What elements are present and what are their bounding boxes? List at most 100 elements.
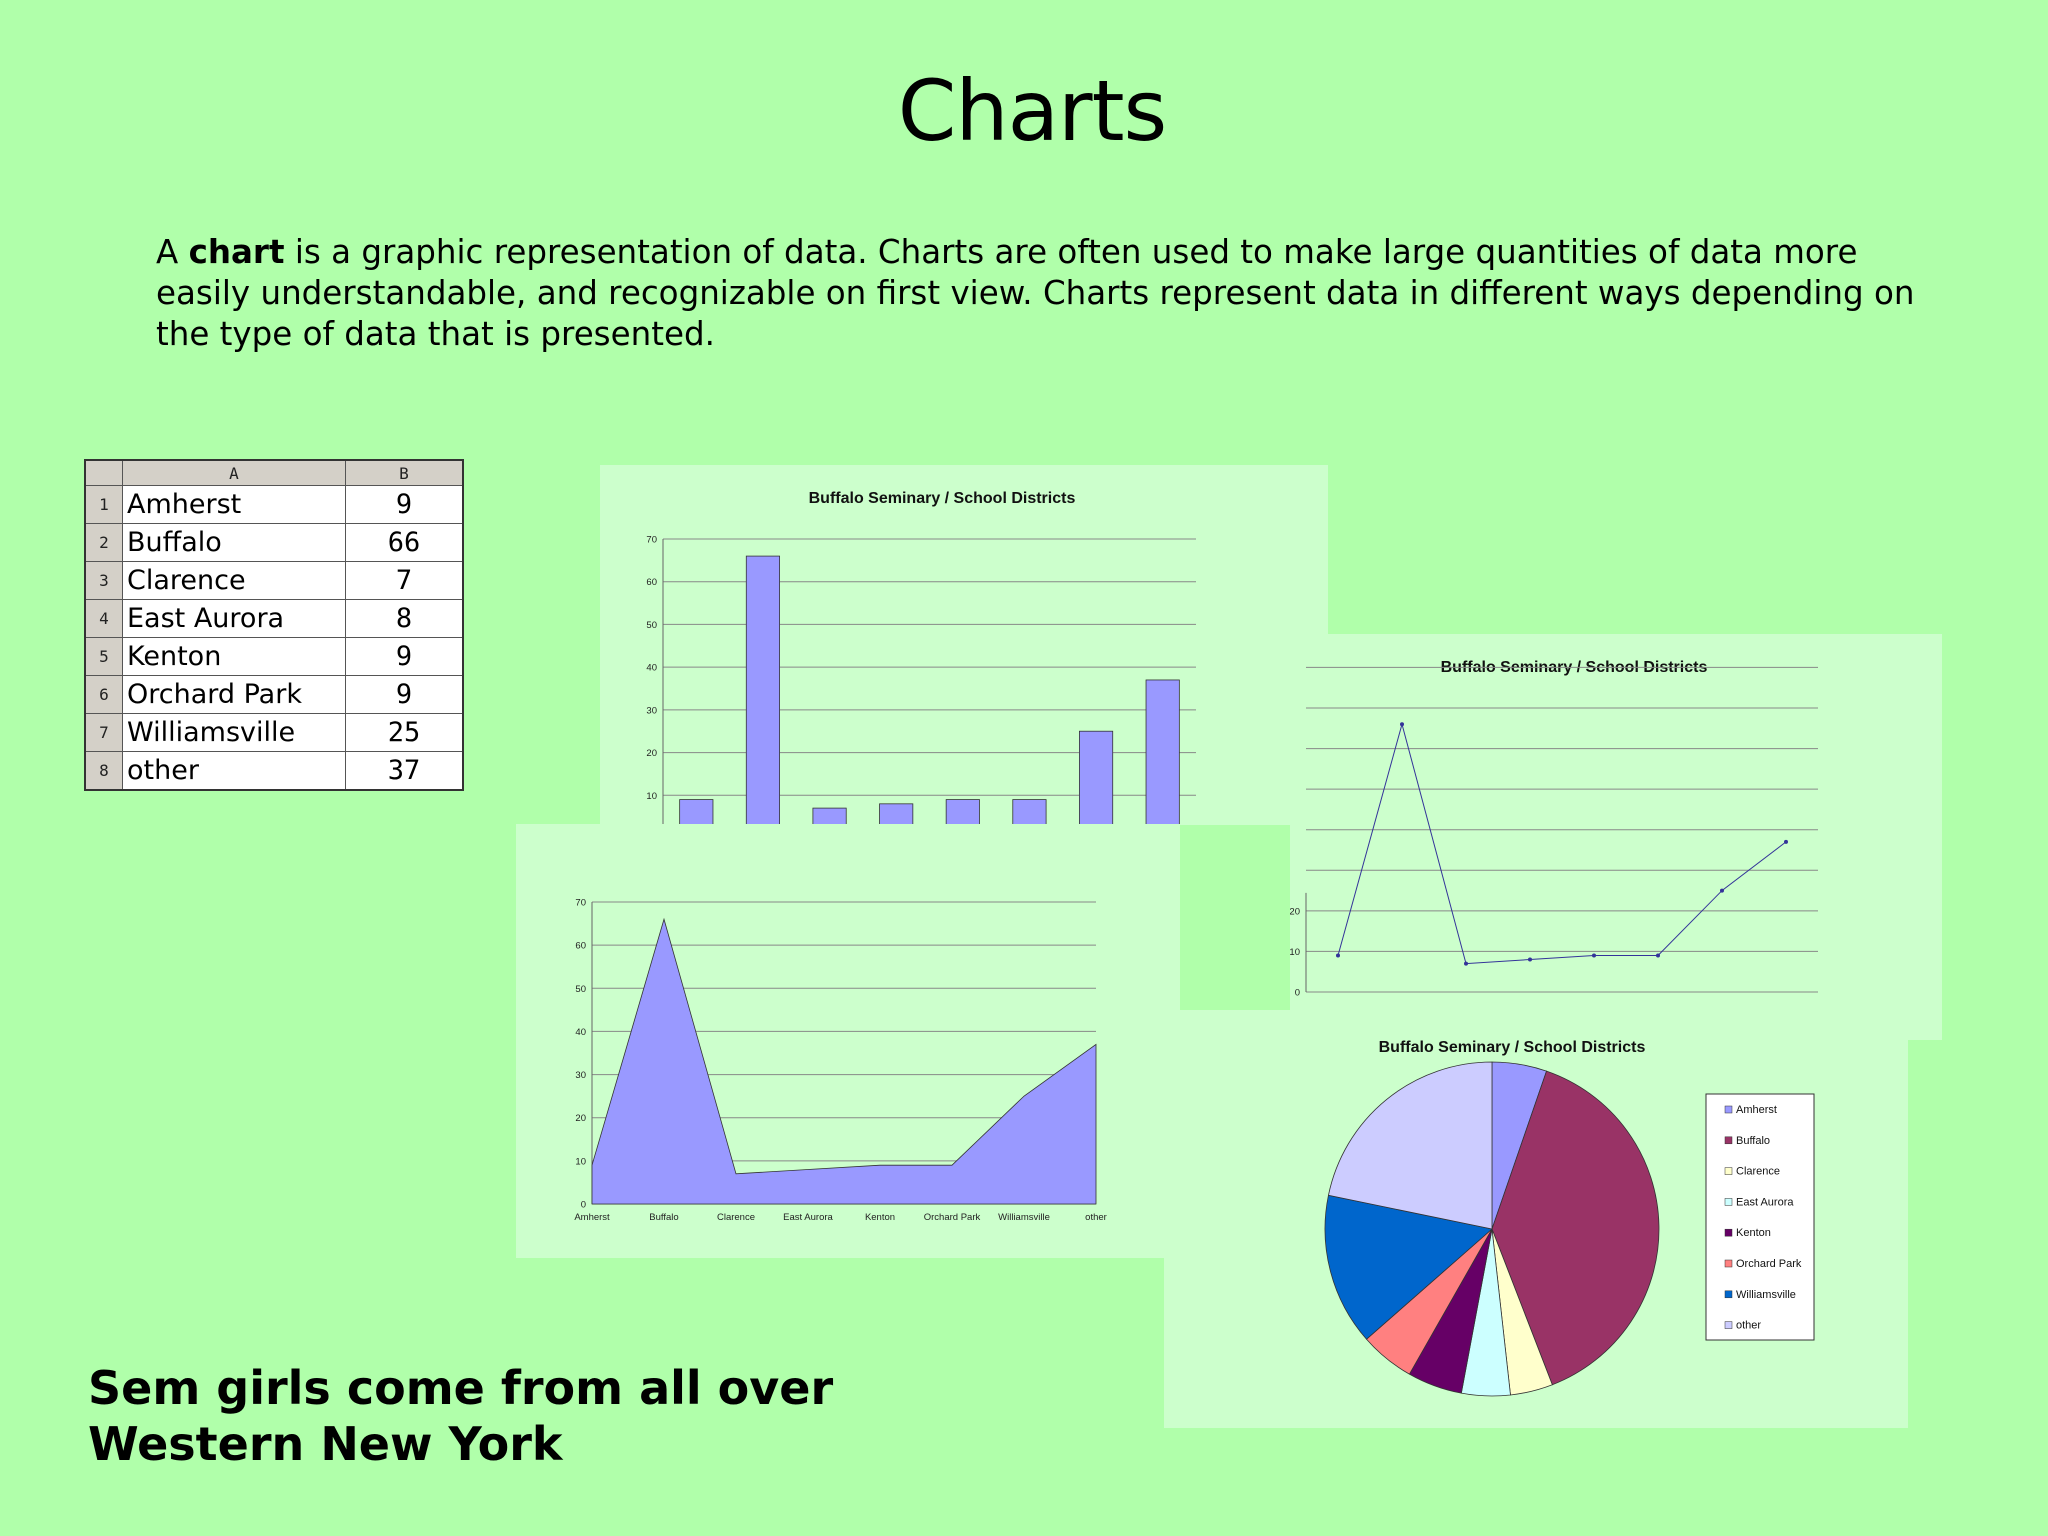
y-tick-label: 60: [646, 577, 657, 588]
intro-bold-term: chart: [188, 233, 285, 271]
y-tick-label: 20: [646, 748, 657, 759]
y-tick-label: 40: [575, 1027, 586, 1038]
y-tick-label: 30: [646, 705, 657, 716]
tagline: Sem girls come from all over Western New…: [88, 1361, 834, 1471]
y-tick-label: 10: [575, 1156, 586, 1167]
intro-paragraph: A chart is a graphic representation of d…: [156, 232, 1936, 355]
x-tick-label: Orchard Park: [924, 1212, 981, 1223]
x-tick-label: Williamsville: [998, 1212, 1050, 1223]
y-tick-label: 40: [646, 663, 657, 674]
legend-label: Orchard Park: [1736, 1258, 1802, 1270]
y-tick-label: 20: [1290, 906, 1300, 917]
line-chart-card: Buffalo Seminary / School Districts 0 10 2…: [1290, 634, 1942, 1040]
spreadsheet-row: 6 Orchard Park 9: [84, 675, 464, 714]
y-tick-label: 10: [646, 791, 657, 802]
area-chart: 0 10 20 30 40 50 60 70 Amherst Buffalo Clarence Eas…: [574, 898, 1107, 1224]
x-tick-label: East Aurora: [783, 1212, 833, 1223]
legend-label: Buffalo: [1736, 1135, 1770, 1147]
intro-prefix: A: [156, 233, 189, 271]
line-chart: Buffalo Seminary / School Districts 0102…: [1290, 659, 1818, 999]
y-tick-label: 0: [581, 1200, 586, 1211]
x-tick-label: Amherst: [574, 1212, 610, 1223]
legend-label: other: [1736, 1320, 1761, 1332]
y-tick-label: 70: [575, 898, 586, 909]
legend-label: East Aurora: [1736, 1196, 1794, 1208]
bar: [945, 799, 980, 825]
data-point: [1784, 839, 1788, 844]
y-tick-label: 60: [575, 941, 586, 952]
bar: [679, 799, 714, 825]
x-tick-label: Kenton: [865, 1212, 895, 1223]
spreadsheet-row: 8 other 37: [84, 751, 464, 791]
row-number: 5: [84, 637, 123, 676]
district-value: 66: [345, 523, 464, 562]
district-value: 9: [345, 675, 464, 714]
bar: [1145, 679, 1180, 825]
district-value: 25: [345, 713, 464, 752]
spreadsheet-body: 1 Amherst 9 2 Buffalo 66 3 Clarence 7 4 East Auror…: [84, 485, 464, 791]
pie-slice: [1491, 1070, 1660, 1386]
pie-slice: [1327, 1061, 1493, 1230]
bar: [1079, 730, 1114, 825]
district-value: 37: [345, 751, 464, 791]
legend-swatch: [1724, 1198, 1733, 1206]
legend-swatch: [1724, 1321, 1733, 1329]
bar: [745, 555, 780, 825]
legend-swatch: [1724, 1228, 1733, 1237]
row-number: 2: [84, 523, 123, 562]
data-point: [1528, 957, 1532, 962]
area-series: [591, 917, 1097, 1205]
legend-label: Amherst: [1736, 1104, 1777, 1116]
y-tick-label: 0: [1295, 988, 1300, 999]
bar: [1012, 799, 1047, 825]
x-tick-label: Clarence: [717, 1212, 755, 1223]
y-tick-label: 50: [646, 620, 657, 631]
y-tick-label: 50: [575, 984, 586, 995]
district-name: Buffalo: [122, 523, 346, 562]
district-name: Orchard Park: [122, 675, 346, 714]
pie-slice: [1324, 1194, 1493, 1340]
x-tick-label: other: [1085, 1212, 1107, 1223]
district-name: East Aurora: [122, 599, 346, 638]
spreadsheet-row: 7 Williamsville 25: [84, 713, 464, 752]
series-line: [1337, 722, 1787, 965]
column-header-b: B: [345, 459, 464, 486]
bar: [879, 803, 914, 825]
bar-chart-title: Buffalo Seminary / School Districts: [809, 490, 1076, 507]
district-value: 9: [345, 485, 464, 524]
legend-swatch: [1724, 1290, 1733, 1299]
legend-label: Williamsville: [1736, 1289, 1796, 1301]
legend-swatch: [1724, 1136, 1733, 1145]
row-number: 4: [84, 599, 123, 638]
legend-box: [1705, 1093, 1815, 1341]
spreadsheet-row: 5 Kenton 9: [84, 637, 464, 676]
legend-label: Kenton: [1736, 1227, 1771, 1239]
intro-rest: is a graphic representation of data. Cha…: [156, 233, 1915, 353]
row-number: 1: [84, 485, 123, 524]
district-name: Williamsville: [122, 713, 346, 752]
y-tick-label: 70: [646, 535, 657, 546]
district-name: Kenton: [122, 637, 346, 676]
bar: [812, 807, 847, 825]
data-point: [1336, 953, 1340, 958]
data-point: [1656, 953, 1660, 958]
district-value: 7: [345, 561, 464, 600]
x-tick-label: Buffalo: [649, 1212, 678, 1223]
data-point: [1592, 953, 1596, 958]
data-point: [1720, 888, 1724, 893]
y-tick-label: 10: [1290, 947, 1300, 958]
column-header-a: A: [122, 459, 346, 486]
pie-chart-title: Buffalo Seminary / School Districts: [1379, 1039, 1646, 1056]
bar-chart: Buffalo Seminary / School Districts 0102…: [646, 490, 1196, 825]
y-tick-label: 20: [575, 1113, 586, 1124]
data-point: [1464, 961, 1468, 966]
row-number: 3: [84, 561, 123, 600]
legend-swatch: [1724, 1259, 1733, 1268]
slide-title: Charts: [897, 62, 1168, 160]
spreadsheet-row: 2 Buffalo 66: [84, 523, 464, 562]
data-point: [1400, 722, 1404, 727]
legend-swatch: [1724, 1167, 1733, 1175]
spreadsheet-header-row: A B: [84, 459, 464, 486]
district-name: other: [122, 751, 346, 791]
area-chart-card: 0 10 20 30 40 50 60 70 Amherst Buffalo Clarence Eas…: [516, 824, 1180, 1258]
